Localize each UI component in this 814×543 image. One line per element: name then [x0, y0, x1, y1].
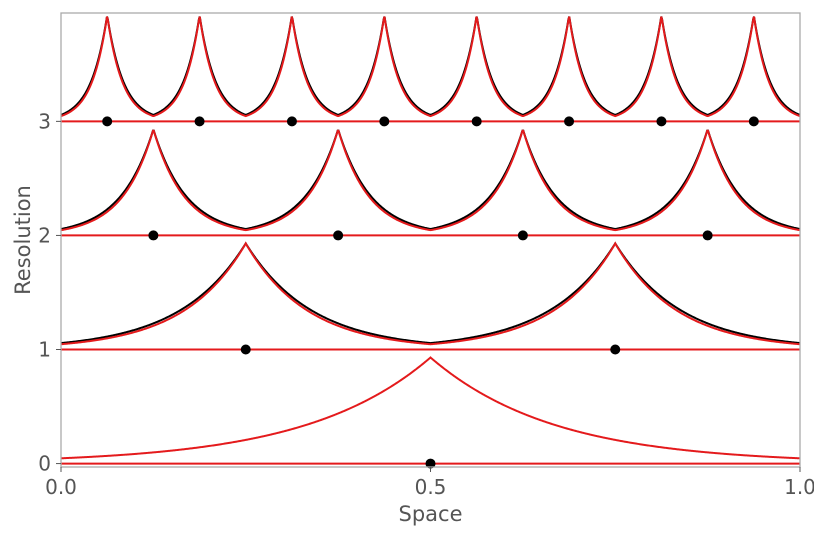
x-axis-title: Space	[399, 502, 463, 526]
y-tick-label: 3	[38, 109, 51, 133]
model-curve-resolution-3	[60, 16, 801, 118]
baseline-layer	[61, 120, 800, 465]
fit-curve-resolution-1	[60, 241, 801, 345]
center-point-r2-3	[702, 230, 713, 241]
center-point-r2-0	[148, 230, 159, 241]
center-point-r3-2	[286, 116, 297, 127]
y-tick-label: 1	[38, 338, 51, 362]
center-point-r3-4	[471, 116, 482, 127]
center-point-r0-0	[425, 458, 436, 469]
center-point-r3-6	[656, 116, 667, 127]
center-point-r3-0	[102, 116, 113, 127]
point-layer	[102, 116, 759, 469]
y-axis-title: Resolution	[11, 185, 35, 295]
plot-frame	[60, 12, 801, 468]
fit-curve-resolution-2	[60, 129, 801, 231]
model-curve-resolution-1	[60, 241, 801, 346]
center-point-r3-7	[748, 116, 759, 127]
curve-layer	[60, 16, 801, 460]
x-tick-label: 1.0	[784, 475, 814, 499]
model-curve-resolution-2	[60, 129, 801, 232]
y-tick-label: 0	[38, 452, 51, 476]
center-point-r2-2	[517, 230, 528, 241]
center-point-r3-3	[379, 116, 390, 127]
x-axis-ticks: 0.0 0.5 1.0	[45, 467, 814, 499]
y-axis-ticks: 0 1 2 3	[38, 109, 61, 476]
y-tick-label: 2	[38, 223, 51, 247]
center-point-r3-5	[564, 116, 575, 127]
center-point-r2-1	[333, 230, 344, 241]
model-curve-resolution-0	[60, 356, 801, 460]
center-point-r3-1	[194, 116, 205, 127]
center-point-r1-0	[240, 344, 251, 355]
x-tick-label: 0.0	[45, 475, 77, 499]
x-tick-label: 0.5	[415, 475, 447, 499]
fit-curve-resolution-3	[60, 16, 801, 117]
center-point-r1-1	[610, 344, 621, 355]
